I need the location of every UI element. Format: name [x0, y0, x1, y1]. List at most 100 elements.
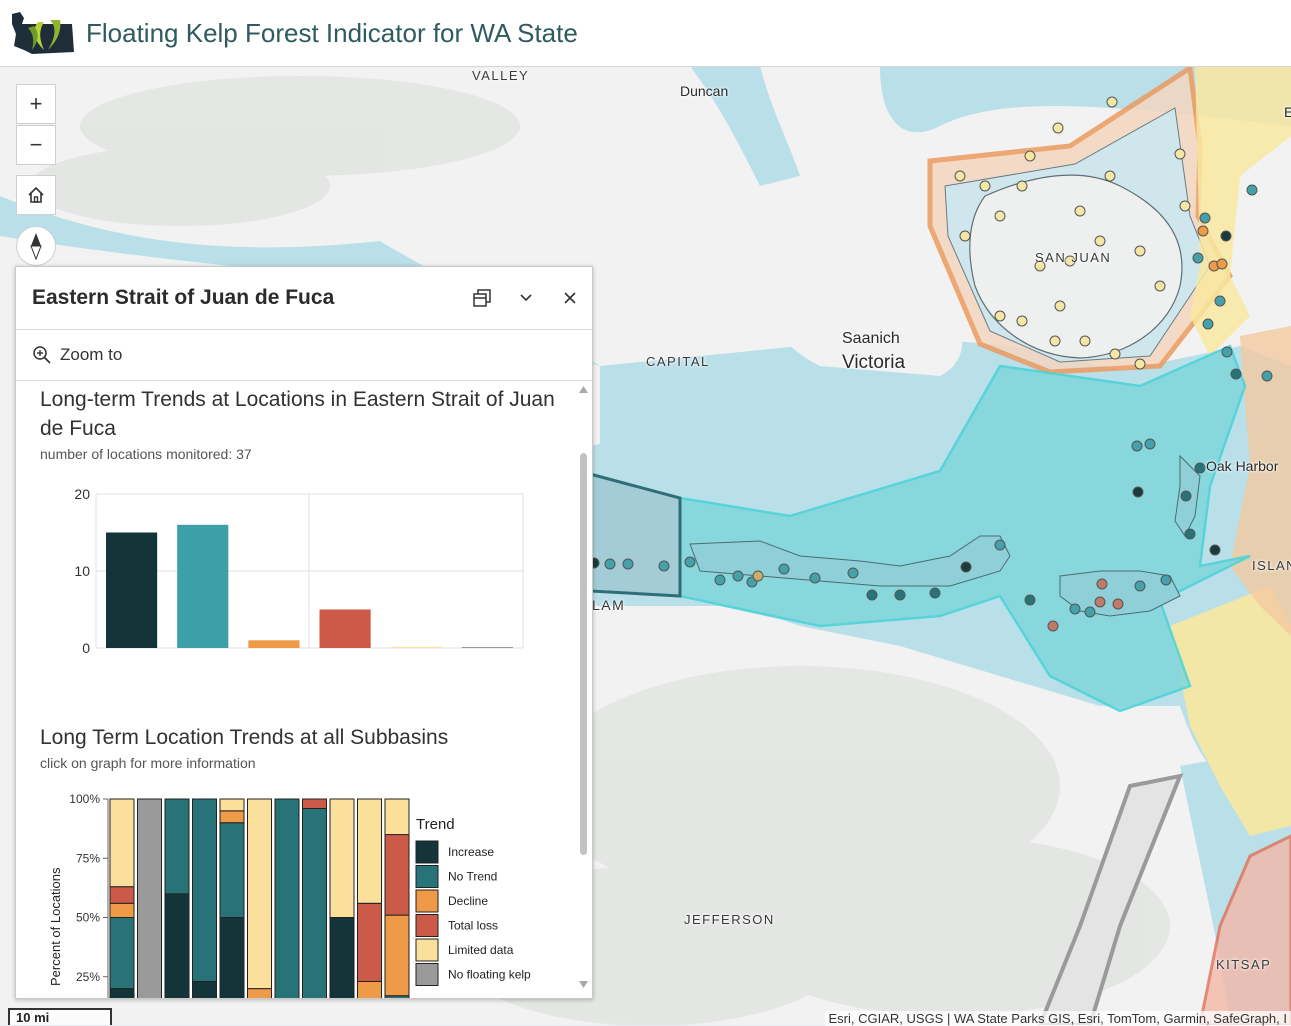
app-title: Floating Kelp Forest Indicator for WA St…	[86, 18, 578, 49]
legend-label: No floating kelp	[448, 968, 531, 982]
map-label-capital: CAPITAL	[646, 354, 710, 369]
stack-segment-no-trend[interactable]	[193, 799, 217, 981]
stack-segment-increase[interactable]	[110, 989, 134, 998]
y-axis-label: Percent of Locations	[48, 867, 63, 986]
close-button[interactable]	[548, 276, 592, 320]
zoom-to-action[interactable]: Zoom to	[16, 330, 592, 381]
stack-segment-total-loss[interactable]	[303, 799, 327, 808]
scroll-thumb[interactable]	[580, 453, 587, 855]
section1-subtitle: number of locations monitored: 37	[40, 446, 576, 462]
section1-title: Long-term Trends at Locations in Eastern…	[40, 385, 560, 443]
legend-label: Limited data	[448, 943, 514, 957]
stack-segment-total-loss[interactable]	[110, 887, 134, 904]
popup-header: Eastern Strait of Juan de Fuca	[16, 267, 592, 330]
stack-segment-limited-data[interactable]	[358, 799, 382, 903]
bar-no-floating-kelp[interactable]	[462, 647, 513, 648]
zoom-in-button[interactable]: +	[16, 84, 56, 124]
y-tick-label: 25%	[76, 970, 100, 984]
scale-bar: 10 mi	[8, 1008, 112, 1025]
legend-title: Trend	[416, 816, 455, 833]
legend-swatch	[416, 890, 438, 912]
stack-segment-no-trend[interactable]	[275, 799, 299, 998]
app-header: Floating Kelp Forest Indicator for WA St…	[0, 0, 1291, 67]
map-label-clallam: LAM	[592, 597, 625, 613]
dock-icon	[472, 288, 492, 308]
stack-segment-limited-data[interactable]	[330, 799, 354, 918]
collapse-button[interactable]	[504, 276, 548, 320]
legend-swatch	[416, 939, 438, 961]
map-label-edge: E	[1284, 104, 1291, 120]
stack-segment-limited-data[interactable]	[248, 799, 272, 989]
map-label-san-juan: SAN JUAN	[1035, 250, 1111, 265]
stack-segment-no-floating-kelp[interactable]	[138, 799, 162, 998]
stack-segment-no-trend[interactable]	[110, 918, 134, 989]
wa-kelp-logo-icon	[10, 10, 78, 56]
popup-content: Long-term Trends at Locations in Eastern…	[16, 381, 576, 998]
map-label-island: ISLAN	[1252, 558, 1291, 573]
bar-increase[interactable]	[106, 533, 157, 649]
home-icon	[26, 185, 46, 205]
map-label-oak-harbor: Oak Harbor	[1206, 458, 1278, 474]
bar-total-loss[interactable]	[320, 610, 371, 649]
map-label-duncan: Duncan	[680, 83, 728, 99]
trend-bar-chart[interactable]: 0 10 20	[16, 469, 556, 679]
dock-button[interactable]	[460, 276, 504, 320]
stack-segment-limited-data[interactable]	[110, 799, 134, 887]
compass-button[interactable]	[16, 226, 56, 266]
stack-segment-total-loss[interactable]	[385, 835, 409, 916]
legend-label: Decline	[448, 894, 488, 908]
bar-limited-data[interactable]	[391, 647, 442, 648]
plus-icon: +	[30, 91, 43, 117]
stack-segment-increase[interactable]	[330, 918, 354, 999]
legend-label: Total loss	[448, 919, 498, 933]
stack-segment-total-loss[interactable]	[358, 903, 382, 981]
stack-segment-no-trend[interactable]	[220, 823, 244, 918]
zoom-to-icon	[32, 345, 52, 365]
legend-swatch	[416, 866, 438, 888]
stack-segment-decline[interactable]	[248, 989, 272, 998]
map-label-victoria: Victoria	[842, 352, 905, 374]
map-attribution: Esri, CGIAR, USGS | WA State Parks GIS, …	[825, 1011, 1291, 1026]
legend-swatch	[416, 841, 438, 863]
close-icon	[564, 292, 576, 304]
home-button[interactable]	[16, 175, 56, 215]
section2-subtitle: click on graph for more information	[40, 755, 576, 771]
y-tick-label: 50%	[76, 911, 100, 925]
minus-icon: −	[30, 132, 43, 158]
stack-segment-limited-data[interactable]	[220, 799, 244, 811]
legend-label: No Trend	[448, 870, 497, 884]
bar-decline[interactable]	[248, 640, 299, 648]
compass-icon	[29, 232, 43, 260]
map-label-saanich: Saanich	[842, 330, 900, 348]
zoom-to-label: Zoom to	[60, 345, 122, 365]
y-tick-label: 10	[74, 563, 90, 579]
bar-no-trend[interactable]	[177, 525, 228, 648]
map-label-kitsap: KITSAP	[1216, 957, 1271, 972]
stack-segment-limited-data[interactable]	[385, 799, 409, 835]
y-tick-label: 100%	[69, 792, 100, 806]
scroll-up-icon[interactable]	[579, 385, 588, 393]
stack-segment-increase[interactable]	[193, 981, 217, 998]
legend-swatch	[416, 915, 438, 937]
stack-segment-no-trend[interactable]	[303, 808, 327, 998]
stack-segment-decline[interactable]	[358, 981, 382, 998]
zoom-out-button[interactable]: −	[16, 125, 56, 165]
popup-scrollbar[interactable]	[579, 385, 588, 989]
legend-label: Increase	[448, 845, 494, 859]
scroll-down-icon[interactable]	[579, 981, 588, 989]
stack-segment-no-trend[interactable]	[165, 799, 189, 894]
popup-title: Eastern Strait of Juan de Fuca	[32, 286, 460, 310]
stack-segment-decline[interactable]	[220, 811, 244, 823]
legend-swatch	[416, 964, 438, 986]
y-tick-label: 20	[74, 486, 90, 502]
y-tick-label: 0	[82, 640, 90, 656]
feature-popup[interactable]: Eastern Strait of Juan de Fuca Zoom to L…	[15, 266, 593, 999]
map-label-cowichan-valley: VALLEY	[472, 68, 529, 83]
stack-segment-increase[interactable]	[220, 918, 244, 999]
stack-segment-decline[interactable]	[110, 903, 134, 917]
chevron-down-icon	[519, 293, 533, 303]
stack-segment-decline[interactable]	[385, 915, 409, 996]
map-label-jefferson: JEFFERSON	[684, 912, 775, 927]
stack-segment-increase[interactable]	[165, 894, 189, 998]
